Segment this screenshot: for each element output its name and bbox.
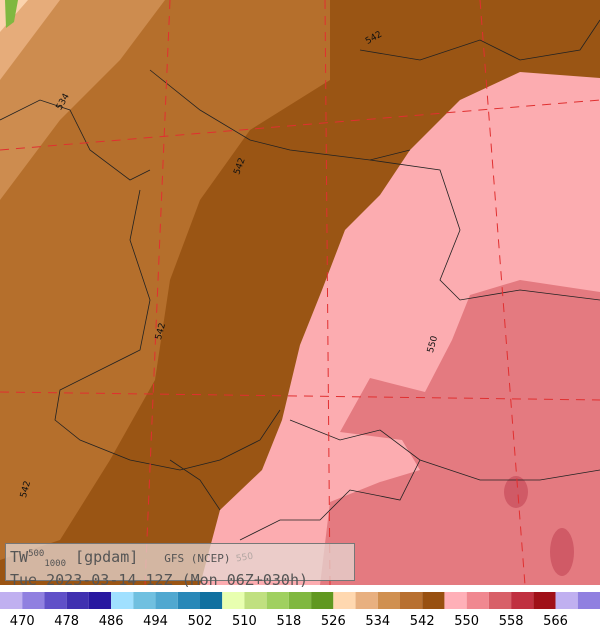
color-swatch [66,592,89,609]
graticule [0,0,600,586]
color-swatch [444,592,467,609]
color-swatch [577,592,600,609]
color-swatch [333,592,356,609]
color-swatch [44,592,67,609]
color-swatch [88,592,112,609]
color-swatch [466,592,489,609]
border [419,459,600,481]
colorbar-label: 558 [499,614,524,629]
band-566 [504,476,528,508]
color-swatch [266,592,289,609]
border [54,189,281,471]
color-swatch [555,592,578,609]
band-534 [0,0,330,560]
coast [0,99,151,181]
colorbar-label: 510 [232,614,257,629]
colorbar-label: 486 [99,614,124,629]
colorbar-label: 542 [410,614,435,629]
band-526 [0,0,165,200]
color-swatch [222,592,245,609]
color-swatch [111,592,134,609]
border [169,459,221,511]
border [239,419,421,541]
color-swatch [355,592,378,609]
color-swatch [488,592,512,609]
colorbar-label: 502 [188,614,213,629]
color-swatch [311,592,334,609]
band-566 [550,528,574,576]
longitude-line [144,0,171,586]
color-swatch [244,592,267,609]
colorbar-label: 470 [10,614,35,629]
color-swatch [511,592,534,609]
color-swatch [288,592,312,609]
caption: TW5001000 [gpdam] GFS (NCEP) Tue 2023-03-… [5,543,355,588]
color-swatch [400,592,423,609]
colorbar-label: 534 [365,614,390,629]
longitude-line [324,0,331,586]
contour-label: 550 [426,335,440,354]
color-swatch [377,592,400,609]
contour-label: 542 [154,322,168,341]
color-swatch [422,592,445,609]
color-swatch [22,592,45,609]
color-swatch [0,592,23,609]
band-green [5,0,18,28]
model: GFS (NCEP) [164,552,231,565]
color-swatch [177,592,200,609]
border [359,19,600,61]
contour-label: 542 [19,480,33,499]
colorbar-label: 518 [276,614,301,629]
level-top: 500 [28,549,45,559]
caption-line: TW5001000 [gpdam] GFS (NCEP) [10,546,350,572]
latitude-line [0,99,600,151]
colorbar-label: 566 [543,614,568,629]
borders [0,19,600,541]
band-518 [0,0,60,80]
level-bottom: 1000 [44,559,67,569]
variable: TW [10,548,29,566]
colorbar-label: 550 [454,614,479,629]
color-swatch [133,592,156,609]
colorbar-label: 526 [321,614,346,629]
color-swatch [200,592,223,609]
longitude-line [479,0,526,586]
band-558 [320,280,600,585]
border [369,159,600,301]
colorbar-label: 478 [54,614,79,629]
color-swatch [533,592,556,609]
valid-time: Tue 2023-03-14 12Z (Mon 06Z+030h) [10,571,309,589]
unit: [gpdam] [75,548,139,566]
latitude-line [0,391,600,401]
color-swatch [155,592,178,609]
colorbar-label: 494 [143,614,168,629]
